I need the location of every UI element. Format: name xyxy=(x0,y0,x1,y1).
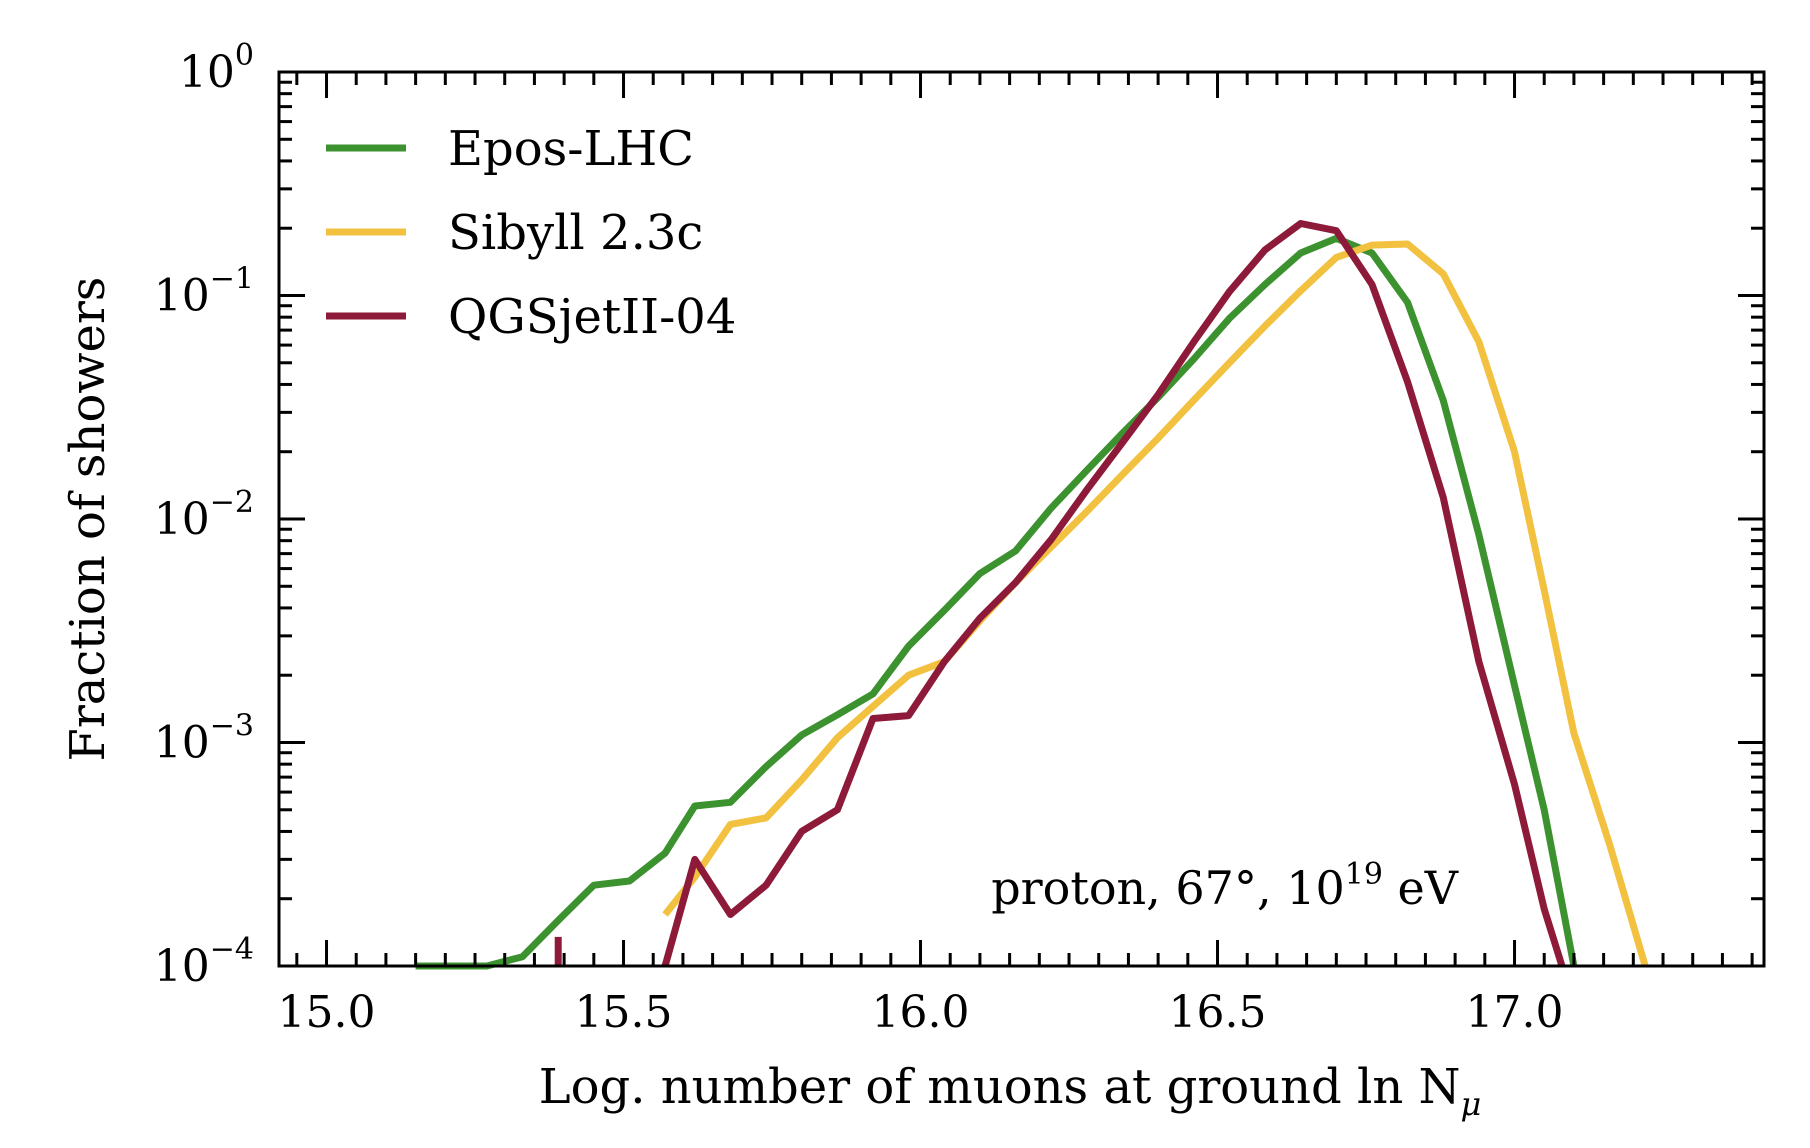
x-axis-label: Log. number of muons at ground ln Nμ xyxy=(539,1059,1482,1123)
x-tick-label-0: 15.0 xyxy=(278,987,376,1038)
y-tick-label-3: 10−3 xyxy=(154,709,254,769)
y-tick-label-2: 10−2 xyxy=(154,485,254,545)
x-tick-label-2: 16.0 xyxy=(872,987,970,1038)
y-axis-label: Fraction of showers xyxy=(60,277,116,762)
annotation-suffix: eV xyxy=(1383,861,1459,915)
y-tick-base-4: 10 xyxy=(154,941,210,992)
annotation: proton, 67°, 1019 eV xyxy=(991,857,1459,915)
y-tick-base-3: 10 xyxy=(154,718,210,769)
y-tick-base-1: 10 xyxy=(154,271,210,322)
x-axis-label-math: μ xyxy=(1461,1085,1482,1123)
y-tick-exp-4: −4 xyxy=(210,932,254,967)
y-tick-label-4: 10−4 xyxy=(154,932,254,992)
x-tick-label-4: 17.0 xyxy=(1466,987,1564,1038)
y-tick-exp-1: −1 xyxy=(210,262,254,297)
x-tick-label-1: 15.5 xyxy=(575,987,673,1038)
y-tick-exp-3: −3 xyxy=(210,709,254,744)
annotation-exponent: 19 xyxy=(1345,857,1383,892)
y-tick-label-1: 10−1 xyxy=(154,262,254,322)
series-line-0-0 xyxy=(415,234,1578,970)
y-tick-base-0: 10 xyxy=(179,47,235,98)
legend-label-2: QGSjetII-04 xyxy=(448,289,736,345)
series-line-2-1 xyxy=(661,220,1566,968)
y-tick-base-2: 10 xyxy=(154,494,210,545)
legend: Epos-LHC Sibyll 2.3c QGSjetII-04 xyxy=(326,121,736,345)
y-tick-exp-0: 0 xyxy=(235,38,254,73)
tick-layer xyxy=(279,70,1764,968)
series-line-1-0 xyxy=(662,240,1649,967)
y-tick-exp-2: −2 xyxy=(210,485,254,520)
legend-label-1: Sibyll 2.3c xyxy=(448,205,703,261)
legend-label-0: Epos-LHC xyxy=(448,121,694,177)
annotation-prefix: proton, 67°, 10 xyxy=(991,861,1345,915)
series-layer xyxy=(415,220,1649,970)
x-tick-label-3: 16.5 xyxy=(1169,987,1267,1038)
y-tick-label-0: 100 xyxy=(179,38,254,98)
